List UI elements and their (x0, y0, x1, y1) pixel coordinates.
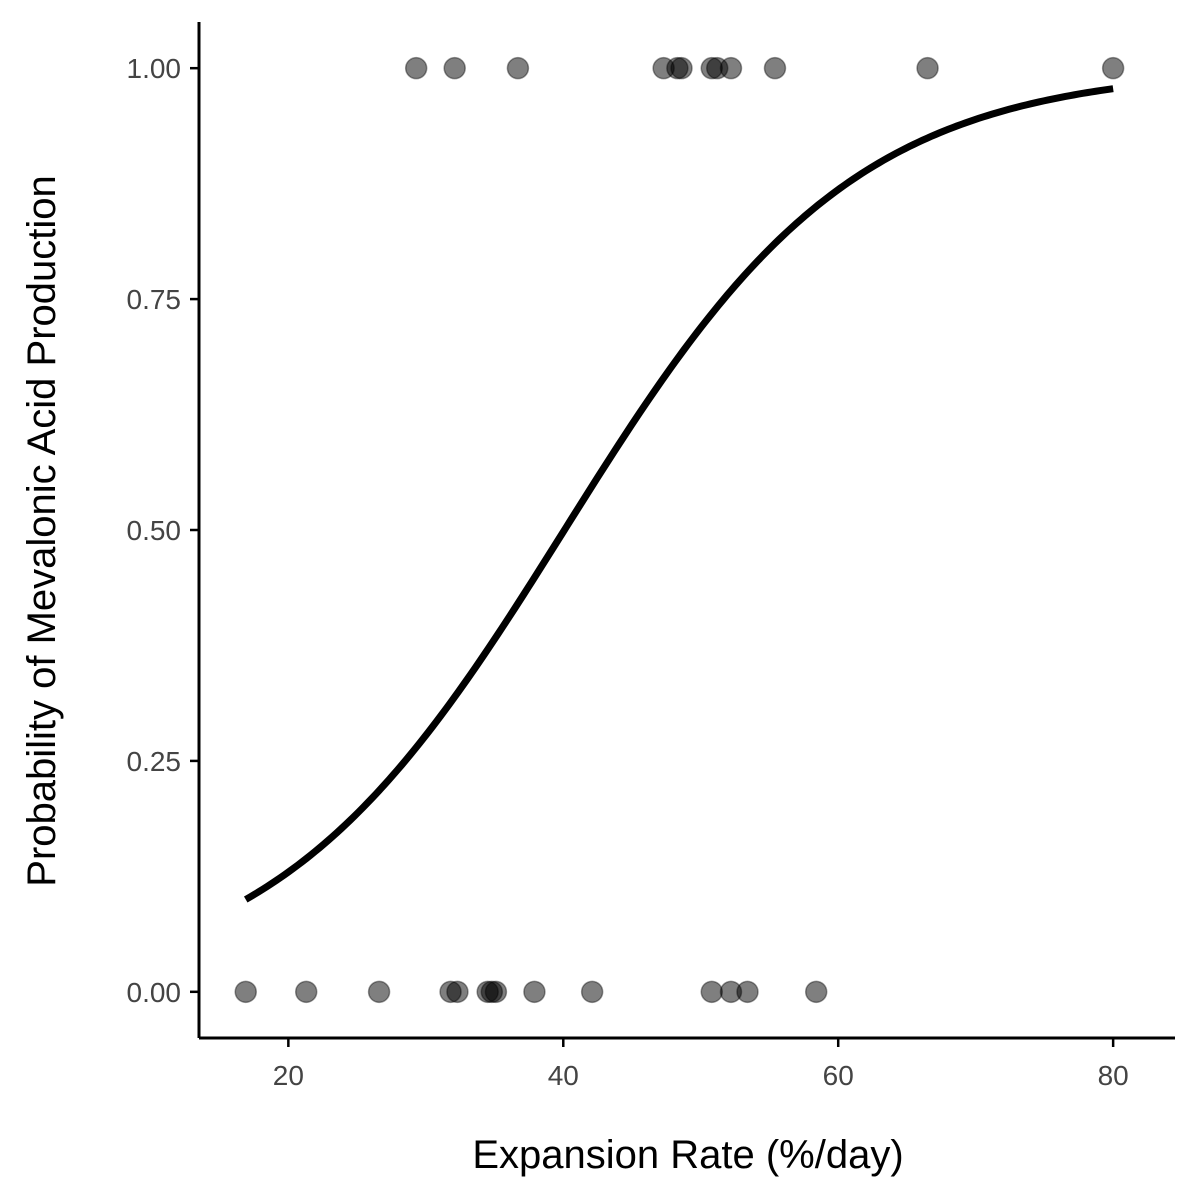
data-point (404, 56, 428, 80)
data-point (736, 980, 759, 1004)
data-points (234, 56, 1125, 1004)
data-point (719, 56, 743, 80)
y-axis-ticks: 0.00 0.25 0.50 0.75 1.00 (127, 53, 199, 1008)
y-tick-label: 0.50 (127, 515, 182, 546)
data-point (804, 980, 828, 1004)
y-axis-title: Probability of Mevalonic Acid Production (20, 175, 64, 886)
x-tick-label: 20 (273, 1060, 304, 1091)
data-point (367, 980, 391, 1004)
plot-area (234, 56, 1125, 1004)
y-tick-label: 0.25 (127, 746, 182, 777)
data-point (670, 56, 693, 80)
y-tick-label: 0.00 (127, 977, 182, 1008)
y-tick-label: 0.75 (127, 284, 182, 315)
data-point (1101, 56, 1125, 80)
data-point (446, 980, 469, 1004)
fitted-logistic-curve (243, 85, 1114, 903)
data-point (443, 56, 466, 80)
data-point (484, 980, 508, 1004)
x-tick-label: 80 (1098, 1060, 1129, 1091)
x-axis-title: Expansion Rate (%/day) (472, 1133, 903, 1177)
x-tick-label: 40 (548, 1060, 579, 1091)
data-point (580, 980, 604, 1004)
data-point (506, 56, 530, 80)
y-tick-label: 1.00 (127, 53, 182, 84)
data-point (523, 980, 546, 1004)
data-point (234, 980, 257, 1004)
data-point (916, 56, 939, 80)
data-point (700, 980, 723, 1004)
data-point (294, 980, 318, 1004)
x-tick-label: 60 (823, 1060, 854, 1091)
data-point (763, 56, 787, 80)
x-axis-ticks: 20 40 60 80 (273, 1038, 1129, 1091)
